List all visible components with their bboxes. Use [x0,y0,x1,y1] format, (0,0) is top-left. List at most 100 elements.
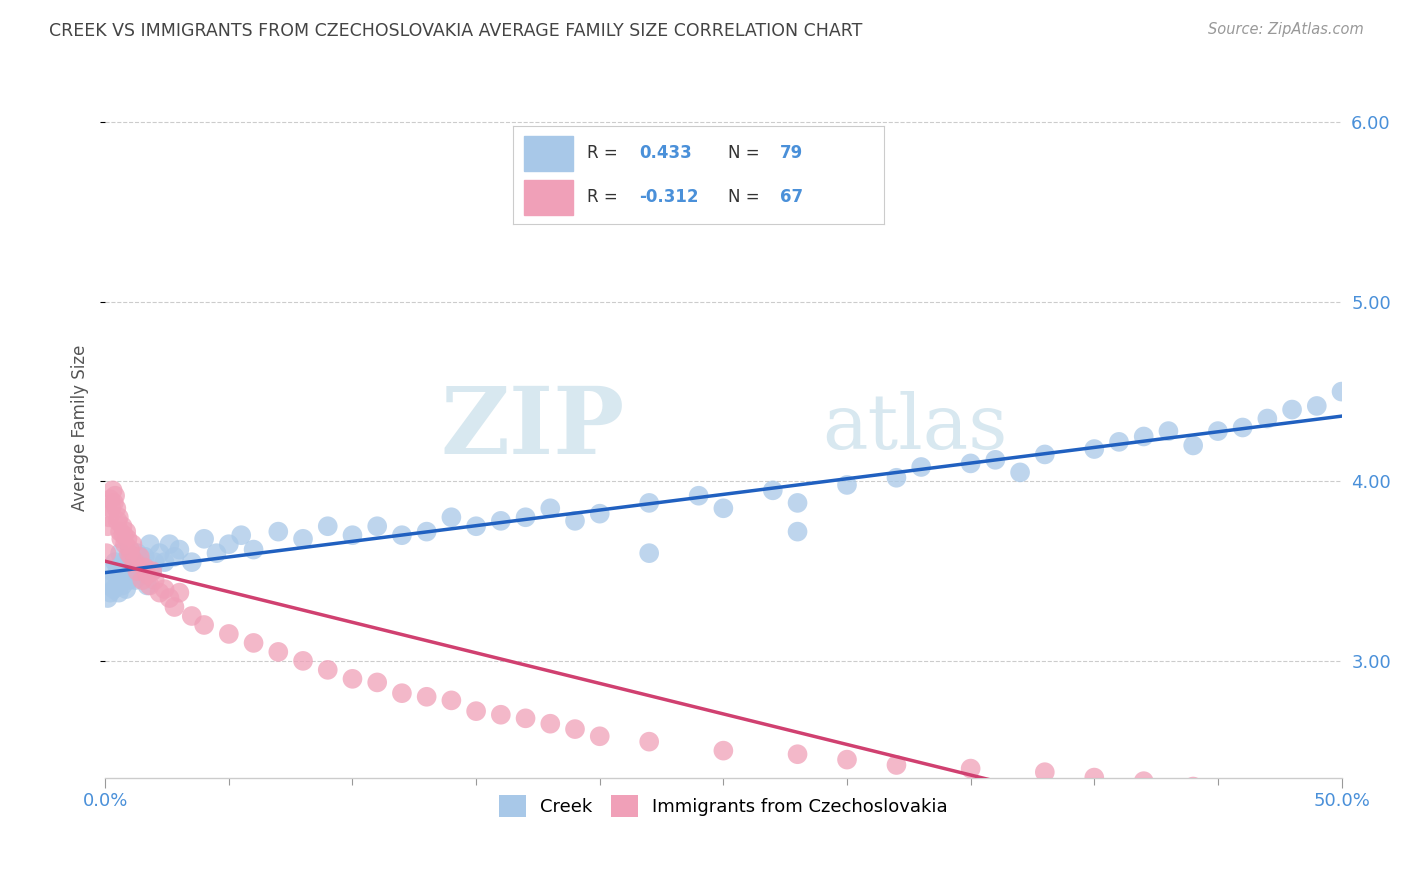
Point [391,528,413,542]
Point [1232,420,1254,434]
Point [1108,434,1130,449]
Point [120,549,142,564]
Point [366,675,388,690]
Point [103,582,125,596]
Text: atlas: atlas [823,391,1008,465]
Point [589,729,612,743]
Point [97,519,120,533]
Point [153,555,176,569]
Point [138,578,160,592]
Point [564,722,586,736]
Point [342,672,364,686]
Point [638,546,661,560]
Point [1033,765,1056,780]
Point [141,564,163,578]
Point [218,537,240,551]
Point [169,542,191,557]
Point [131,555,153,569]
Point [711,744,734,758]
Point [117,532,139,546]
Point [111,519,134,533]
Point [124,555,146,569]
Point [118,573,141,587]
Point [180,555,202,569]
Point [163,600,186,615]
Point [515,711,537,725]
Point [134,560,156,574]
Point [111,578,134,592]
Point [1132,774,1154,789]
Point [1232,783,1254,797]
Point [100,564,122,578]
Point [118,564,141,578]
Text: ZIP: ZIP [440,383,624,473]
Point [910,460,932,475]
Point [141,564,163,578]
Point [1330,384,1353,399]
Point [1083,771,1105,785]
Point [218,627,240,641]
Point [134,549,156,564]
Point [415,524,437,539]
Point [1157,424,1180,438]
Point [97,510,120,524]
Point [105,501,128,516]
Point [180,609,202,624]
Point [638,734,661,748]
Y-axis label: Average Family Size: Average Family Size [72,344,89,511]
Point [292,654,315,668]
Point [1132,429,1154,443]
Point [143,573,166,587]
Point [163,549,186,564]
Point [1182,780,1205,794]
Point [104,489,127,503]
Point [138,537,160,551]
Point [1010,466,1032,480]
Point [242,542,264,557]
Text: CREEK VS IMMIGRANTS FROM CZECHOSLOVAKIA AVERAGE FAMILY SIZE CORRELATION CHART: CREEK VS IMMIGRANTS FROM CZECHOSLOVAKIA … [49,22,863,40]
Point [136,578,159,592]
Point [465,519,488,533]
Point [440,510,463,524]
Point [153,582,176,596]
Point [103,496,125,510]
Point [124,573,146,587]
Point [131,573,153,587]
Point [886,471,908,485]
Point [107,514,129,528]
Point [159,537,181,551]
Point [136,567,159,582]
Point [316,663,339,677]
Point [108,585,131,599]
Point [98,585,121,599]
Point [489,707,512,722]
Point [415,690,437,704]
Point [114,567,136,582]
Point [242,636,264,650]
Point [366,519,388,533]
Point [1206,424,1229,438]
Point [959,457,981,471]
Point [149,546,172,560]
Point [115,524,138,539]
Point [97,591,120,605]
Point [193,618,215,632]
Point [316,519,339,533]
Point [118,542,141,557]
Point [101,483,124,498]
Point [112,555,135,569]
Point [292,532,315,546]
Point [688,489,710,503]
Point [104,555,127,569]
Point [786,496,808,510]
Point [391,686,413,700]
Point [205,546,228,560]
Point [886,758,908,772]
Point [1256,411,1278,425]
Legend: Creek, Immigrants from Czechoslovakia: Creek, Immigrants from Czechoslovakia [492,788,955,824]
Point [143,555,166,569]
Point [121,537,143,551]
Point [114,537,136,551]
Point [711,501,734,516]
Point [108,510,131,524]
